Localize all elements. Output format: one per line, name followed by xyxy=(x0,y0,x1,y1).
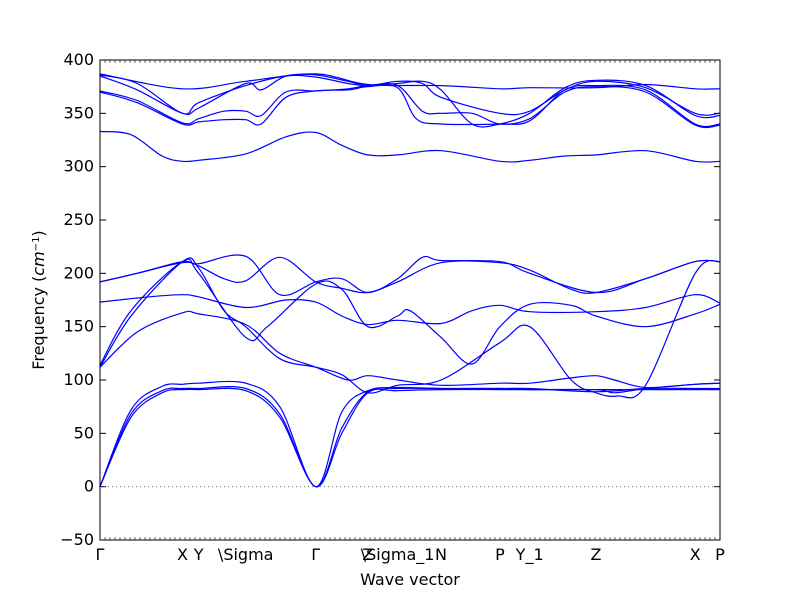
x-ticks: Γ X Y \Sigma Γ Z\Sigma_1 N P Y_1 Z X P xyxy=(96,60,725,565)
x-axis-label: Wave vector xyxy=(360,570,460,589)
y-tick-label: 0 xyxy=(84,477,94,496)
y-axis-label-exponent: −1 xyxy=(31,237,42,252)
band-line xyxy=(99,73,721,90)
x-tick-label: X xyxy=(690,545,701,564)
y-tick-label: 350 xyxy=(63,103,94,122)
plot-frame xyxy=(99,59,721,541)
x-tick-label: \Sigma_1 xyxy=(361,545,435,565)
y-tick-label: −50 xyxy=(60,530,94,549)
band-line xyxy=(99,387,721,488)
band-line xyxy=(99,380,721,488)
y-tick-label: 300 xyxy=(63,157,94,176)
y-tick-label: 250 xyxy=(63,210,94,229)
band-line xyxy=(99,130,721,163)
y-tick-label: 200 xyxy=(63,263,94,282)
x-tick-label: P xyxy=(715,545,725,564)
band-line xyxy=(99,310,721,389)
y-tick-label: 150 xyxy=(63,317,94,336)
y-axis-label: Frequency (cm−1) xyxy=(29,230,48,369)
y-axis-label-suffix: ) xyxy=(29,230,48,236)
y-tick-label: 50 xyxy=(74,423,94,442)
band-line xyxy=(99,73,721,116)
x-tick-label: Γ xyxy=(96,545,105,564)
x-tick-label: \Sigma xyxy=(218,545,274,564)
phonon-bands xyxy=(99,73,721,488)
band-line xyxy=(99,82,721,129)
x-tick-label: N xyxy=(435,545,447,564)
x-tick-label: Z xyxy=(591,545,602,564)
x-tick-label: Y xyxy=(193,545,204,564)
band-line xyxy=(99,257,721,399)
y-axis-label-unit: cm xyxy=(29,251,48,275)
band-line xyxy=(99,254,721,297)
band-line xyxy=(99,294,721,326)
band-line xyxy=(99,256,721,294)
y-tick-label: 100 xyxy=(63,370,94,389)
x-tick-label: Z xyxy=(362,545,373,564)
band-line xyxy=(99,258,721,366)
x-tick-label: Y_1 xyxy=(515,545,544,565)
band-line xyxy=(99,84,721,128)
x-tick-label: X xyxy=(177,545,188,564)
band-line xyxy=(99,74,721,128)
x-tick-label: P xyxy=(495,545,505,564)
x-tick-label: Γ xyxy=(311,545,320,564)
y-tick-label: 400 xyxy=(63,50,94,69)
band-line xyxy=(99,386,721,488)
y-ticks: −50 0 50 100 150 200 250 300 350 400 xyxy=(60,50,720,549)
y-axis-label-prefix: Frequency ( xyxy=(29,276,48,370)
